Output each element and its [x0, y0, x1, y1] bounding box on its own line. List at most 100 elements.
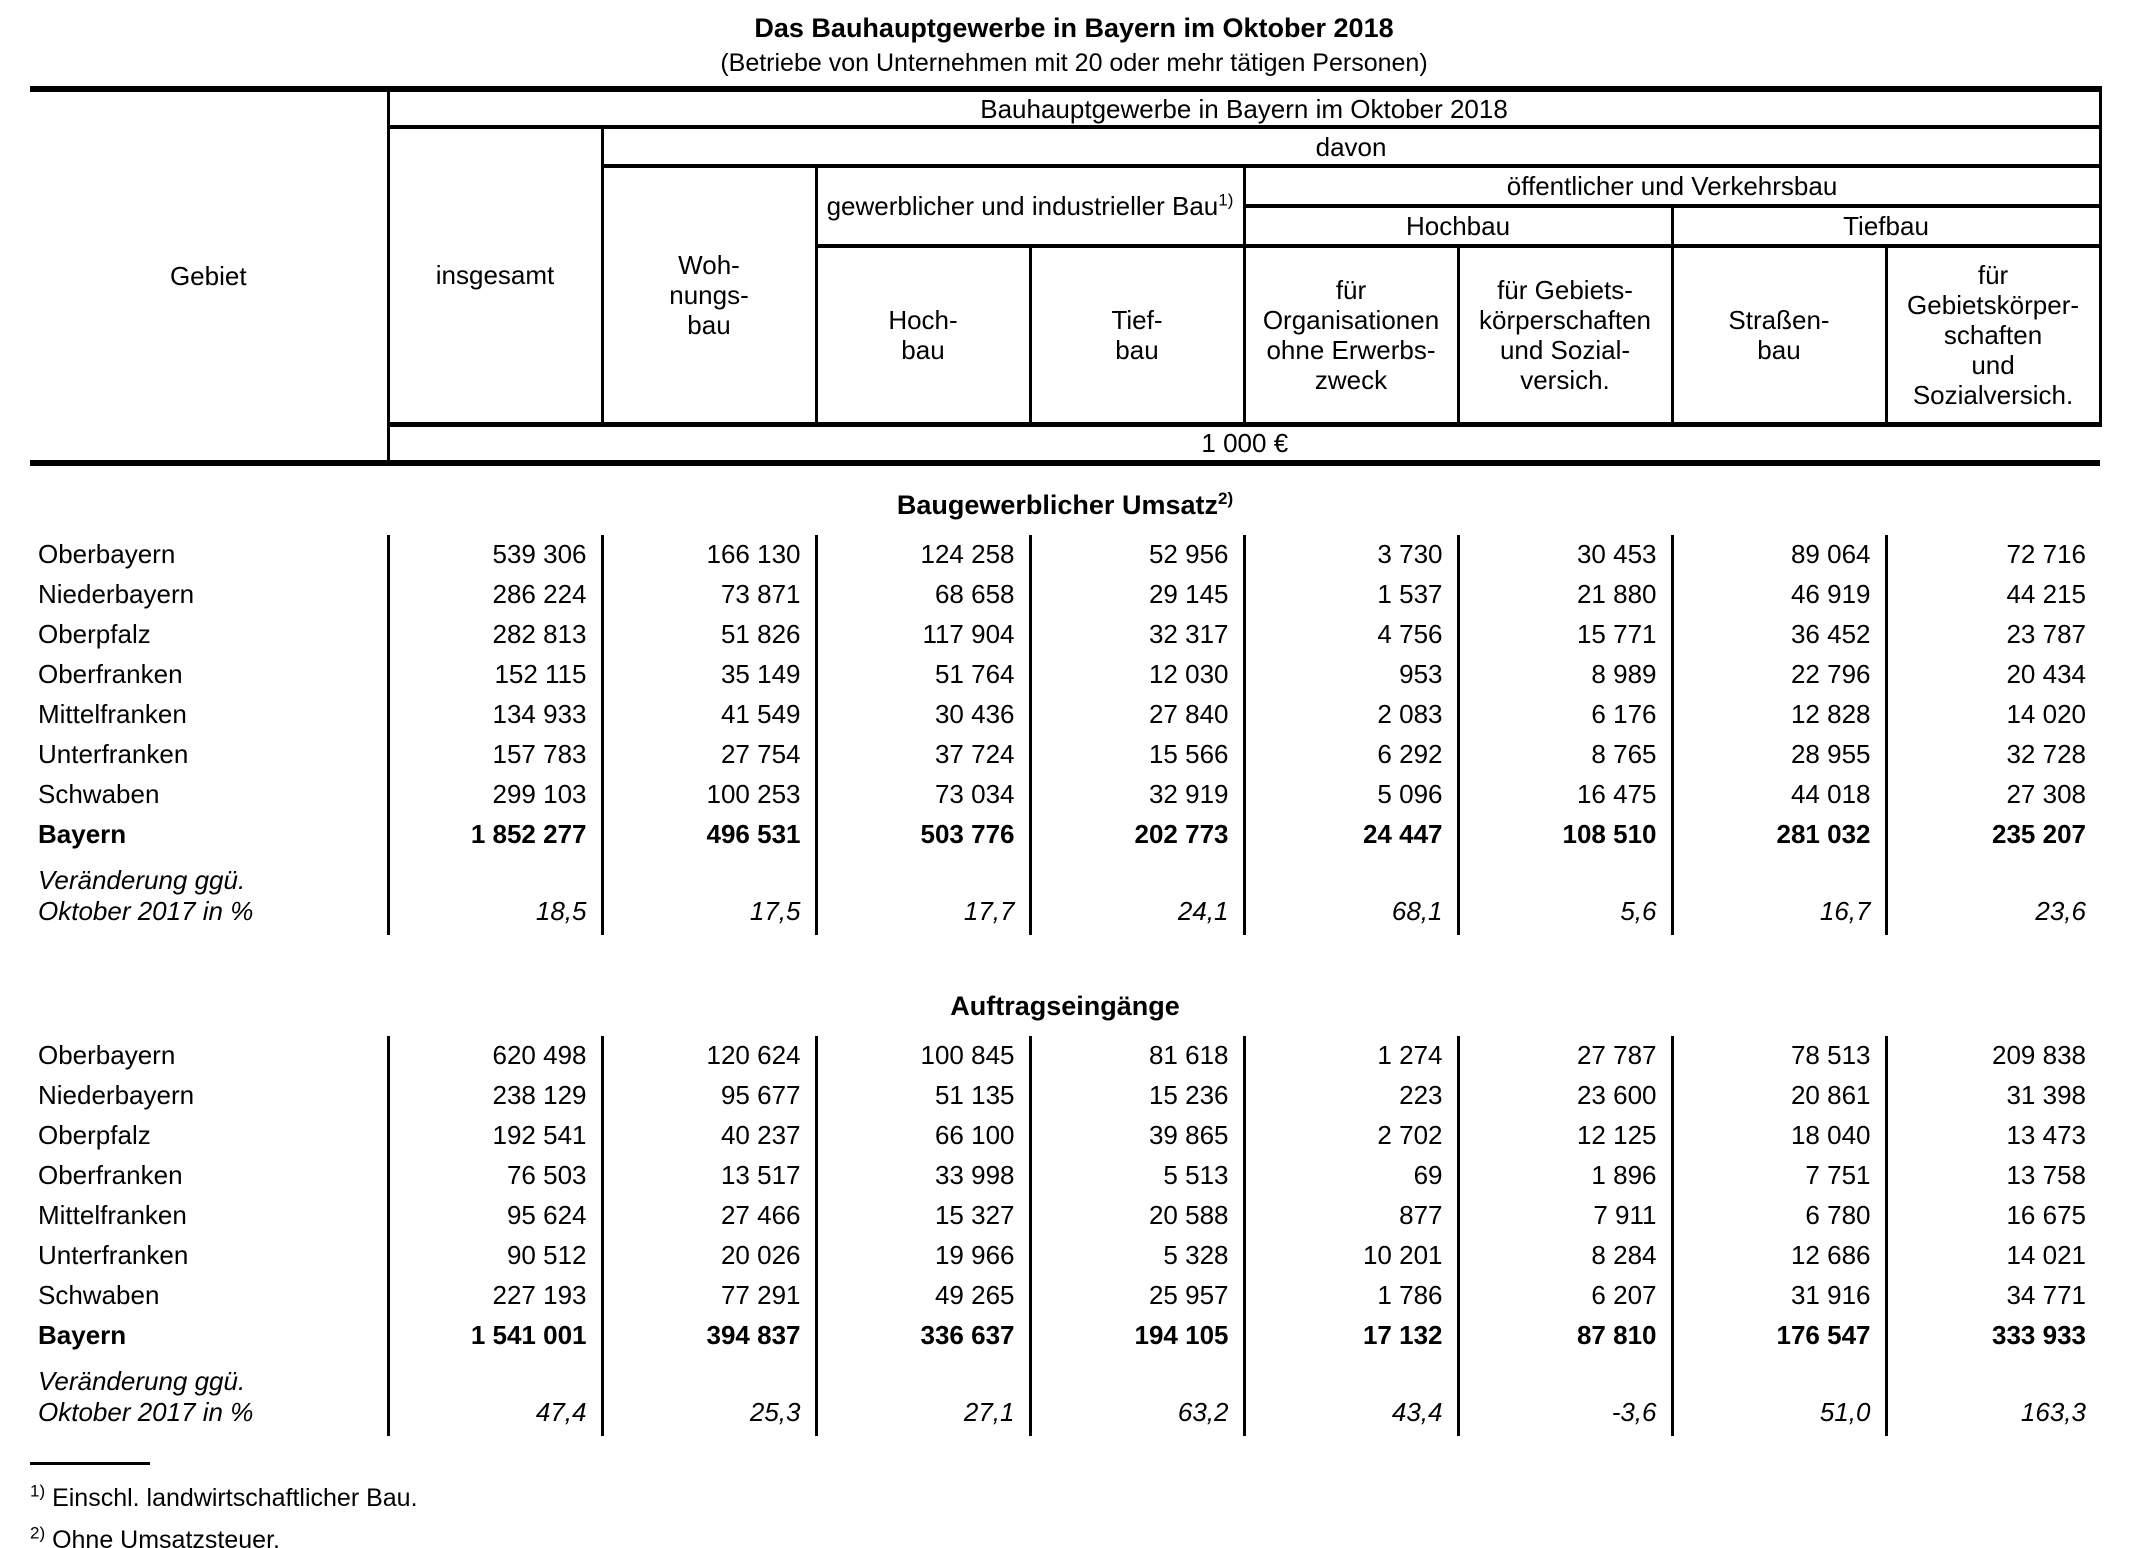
value-cell: 134 933: [386, 694, 602, 735]
value-cell: 15 771: [1456, 614, 1672, 655]
column-group-gewerblicher-bau-label: gewerblicher und industrieller Bau: [826, 191, 1219, 221]
row-label: Unterfranken: [38, 739, 189, 769]
table-row: Unterfranken 90 512 20 026 19 966 5 328 10 20…: [30, 1235, 2100, 1276]
value-cell: 27,1: [814, 1355, 1030, 1436]
row-label: Schwaben: [38, 1280, 160, 1310]
row-label: Veränderung ggü. Oktober 2017 in %: [38, 1365, 254, 1427]
footnote-marker: 1): [30, 1481, 46, 1501]
table-row: Oberpfalz 282 813 51 826 117 904 32 317 4 756…: [30, 614, 2100, 655]
footnotes: 1) Einschl. landwirtschaftlicher Bau. 2)…: [30, 1461, 2148, 1548]
value-cell: 503 776: [814, 814, 1030, 855]
row-label: Niederbayern: [38, 579, 195, 609]
value-cell: 17,5: [600, 854, 816, 935]
value-cell: 163,3: [1884, 1355, 2100, 1436]
column-header-gebiet: Gebiet: [30, 89, 390, 463]
value-cell: 333 933: [1884, 1315, 2100, 1356]
value-cell: 35 149: [600, 654, 816, 695]
row-label: Schwaben: [38, 779, 160, 809]
value-cell: 68 658: [814, 574, 1030, 615]
column-header-hochbau: Hoch- bau: [816, 246, 1032, 427]
value-cell: 223: [1242, 1075, 1458, 1116]
value-cell: 29 145: [1028, 574, 1244, 615]
value-cell: 6 780: [1670, 1195, 1886, 1236]
value-cell: 108 510: [1456, 814, 1672, 855]
value-cell: 44 018: [1670, 774, 1886, 815]
table-row: Oberfranken 152 115 35 149 51 764 12 030 953 8…: [30, 654, 2100, 695]
value-cell: 39 865: [1028, 1115, 1244, 1156]
table-row: Oberpfalz 192 541 40 237 66 100 39 865 2 702 1…: [30, 1115, 2100, 1156]
value-cell: 28 955: [1670, 734, 1886, 775]
value-cell: 192 541: [386, 1115, 602, 1156]
value-cell: 17 132: [1242, 1315, 1458, 1356]
column-group-gewerblicher-bau: gewerblicher und industrieller Bau1): [816, 166, 1246, 248]
value-cell: 23 787: [1884, 614, 2100, 655]
value-cell: 5 096: [1242, 774, 1458, 815]
value-cell: 209 838: [1884, 1035, 2100, 1076]
value-cell: 238 129: [386, 1075, 602, 1116]
value-cell: 73 871: [600, 574, 816, 615]
value-cell: 6 292: [1242, 734, 1458, 775]
value-cell: 49 265: [814, 1275, 1030, 1316]
section-gap: [30, 935, 2100, 967]
column-group-oeffentlicher-verkehrsbau: öffentlicher und Verkehrsbau: [1244, 166, 2102, 208]
value-cell: 16,7: [1670, 854, 1886, 935]
value-cell: 194 105: [1028, 1315, 1244, 1356]
value-cell: 51 764: [814, 654, 1030, 695]
value-cell: 2 702: [1242, 1115, 1458, 1156]
value-cell: 33 998: [814, 1155, 1030, 1196]
value-cell: 176 547: [1670, 1315, 1886, 1356]
value-cell: 37 724: [814, 734, 1030, 775]
value-cell: 66 100: [814, 1115, 1030, 1156]
value-cell: 5,6: [1456, 854, 1672, 935]
value-cell: 24 447: [1242, 814, 1458, 855]
table-row: Mittelfranken 134 933 41 549 30 436 27 840 2 …: [30, 694, 2100, 735]
page-title: Das Bauhauptgewerbe in Bayern im Oktober…: [754, 13, 1394, 43]
value-cell: 282 813: [386, 614, 602, 655]
footnote-1: 1) Einschl. landwirtschaftlicher Bau.: [30, 1477, 2148, 1519]
row-label: Veränderung ggü. Oktober 2017 in %: [38, 864, 254, 926]
value-cell: 14 021: [1884, 1235, 2100, 1276]
value-cell: 27 754: [600, 734, 816, 775]
value-cell: -3,6: [1456, 1355, 1672, 1436]
value-cell: 87 810: [1456, 1315, 1672, 1356]
footnote-text: Ohne Umsatzsteuer.: [52, 1525, 280, 1548]
value-cell: 8 284: [1456, 1235, 1672, 1276]
table-row: Oberbayern 620 498 120 624 100 845 81 618 1 2…: [30, 1035, 2100, 1076]
value-cell: 73 034: [814, 774, 1030, 815]
value-cell: 47,4: [386, 1355, 602, 1436]
value-cell: 25,3: [600, 1355, 816, 1436]
value-cell: 25 957: [1028, 1275, 1244, 1316]
value-cell: 52 956: [1028, 534, 1244, 575]
table-row: Oberbayern 539 306 166 130 124 258 52 956 3 7…: [30, 534, 2100, 575]
table-row: Mittelfranken 95 624 27 466 15 327 20 588 877…: [30, 1195, 2100, 1236]
value-cell: 117 904: [814, 614, 1030, 655]
row-label: Oberpfalz: [38, 1120, 151, 1150]
value-cell: 120 624: [600, 1035, 816, 1076]
value-cell: 16 675: [1884, 1195, 2100, 1236]
section-heading-auftragseingaenge: Auftragseingänge: [30, 967, 2100, 1036]
section-title: Auftragseingänge: [950, 990, 1180, 1021]
value-cell: 1 852 277: [386, 814, 602, 855]
value-cell: 51 826: [600, 614, 816, 655]
value-cell: 32 919: [1028, 774, 1244, 815]
value-cell: 89 064: [1670, 534, 1886, 575]
value-cell: 299 103: [386, 774, 602, 815]
column-header-gebietskoerperschaften-hochbau: für Gebiets- körperschaften und Sozial- …: [1458, 246, 1674, 427]
footnote-text: Einschl. landwirtschaftlicher Bau.: [52, 1483, 418, 1512]
value-cell: 124 258: [814, 534, 1030, 575]
footnote-ref-2: 2): [1217, 488, 1234, 508]
value-cell: 13 473: [1884, 1115, 2100, 1156]
value-cell: 1 786: [1242, 1275, 1458, 1316]
row-label: Oberfranken: [38, 659, 183, 689]
value-cell: 30 453: [1456, 534, 1672, 575]
value-cell: 20 861: [1670, 1075, 1886, 1116]
value-cell: 10 201: [1242, 1235, 1458, 1276]
value-cell: 281 032: [1670, 814, 1886, 855]
value-cell: 31 398: [1884, 1075, 2100, 1116]
footnote-divider: [30, 1461, 150, 1465]
value-cell: 20 434: [1884, 654, 2100, 695]
value-cell: 23,6: [1884, 854, 2100, 935]
value-cell: 51,0: [1670, 1355, 1886, 1436]
row-label: Oberpfalz: [38, 619, 151, 649]
